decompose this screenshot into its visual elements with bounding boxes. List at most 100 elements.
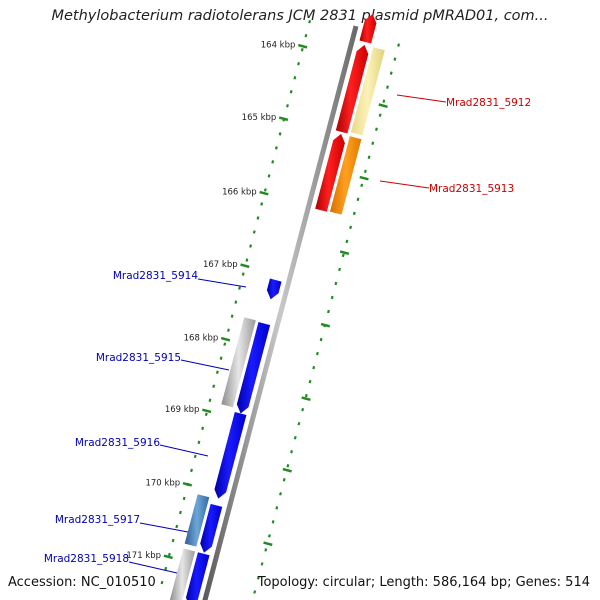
gene-arrow-mrad2831-5916[interactable] — [214, 411, 247, 499]
guide-dot-left — [179, 510, 182, 515]
guide-dot-left — [241, 272, 245, 276]
guide-dot-left — [286, 104, 289, 108]
tick-label: 171 kbp — [126, 551, 161, 561]
minor-tick-mark — [339, 250, 350, 256]
gene-arrow-mrad2831-5917[interactable] — [200, 503, 223, 553]
guide-dot-left — [249, 244, 253, 248]
tick-label: 168 kbp — [184, 333, 219, 343]
tick-mark — [278, 116, 289, 122]
map-title: Methylobacterium radiotolerans JCM 2831 … — [51, 8, 549, 24]
accession-number: NC_010510 — [80, 575, 156, 590]
guide-dot-right — [304, 393, 308, 398]
guide-dot-right — [386, 85, 389, 89]
guide-dot-left — [256, 216, 260, 220]
minor-tick-mark — [301, 396, 311, 402]
guide-dot-left — [175, 524, 179, 529]
guide-dot-right — [282, 478, 286, 482]
guide-dot-right — [264, 548, 268, 552]
guide-dot-left — [171, 538, 175, 543]
gene-label-mrad2831-5917[interactable]: Mrad2831_5917 — [55, 514, 140, 526]
gene-arrow-mrad2831-5912[interactable] — [335, 44, 369, 134]
cog-box-mrad2831-5912[interactable] — [350, 47, 385, 136]
gene-label-mrad2831-5915[interactable]: Mrad2831_5915 — [96, 352, 181, 364]
tick-mark — [240, 263, 250, 269]
cog-box-mrad2831-5913[interactable] — [329, 136, 362, 215]
guide-dot-right — [345, 239, 349, 244]
guide-dot-left — [204, 412, 208, 417]
gene-leader-line — [180, 359, 230, 371]
guide-dot-left — [252, 230, 256, 234]
guide-dot-right — [260, 562, 264, 566]
tick-label: 164 kbp — [261, 40, 296, 50]
guide-dot-right — [267, 534, 271, 538]
tick-label: 166 kbp — [222, 187, 257, 197]
minor-tick-mark — [378, 103, 388, 109]
gene-label-mrad2831-5918[interactable]: Mrad2831_5918 — [44, 553, 129, 565]
guide-dot-right — [256, 576, 260, 580]
guide-dot-right — [334, 281, 338, 286]
guide-dot-left — [304, 33, 308, 38]
gene-arrow-mrad2831-5915[interactable] — [236, 322, 271, 414]
tick-mark — [259, 190, 269, 196]
gene-arrow-mrad2831-5914[interactable] — [266, 278, 282, 300]
guide-dot-left — [267, 174, 271, 178]
tick-label: 165 kbp — [242, 113, 277, 123]
tick-mark — [220, 336, 231, 342]
guide-dot-right — [312, 365, 316, 370]
guide-dot-right — [397, 43, 401, 47]
gene-leader-line — [379, 180, 430, 189]
guide-dot-right — [360, 183, 364, 188]
guide-dot-right — [349, 225, 353, 230]
tick-label: 170 kbp — [145, 478, 180, 488]
accession-label: Accession: — [8, 575, 77, 590]
minor-tick-mark — [320, 322, 331, 328]
tick-mark — [202, 408, 212, 414]
guide-dot-right — [356, 197, 360, 202]
cog-box-mrad2831-5915[interactable] — [221, 317, 256, 408]
guide-dot-right — [371, 141, 375, 145]
guide-dot-right — [253, 590, 257, 594]
gene-label-mrad2831-5913[interactable]: Mrad2831_5913 — [429, 183, 514, 195]
guide-dot-right — [382, 99, 386, 103]
guide-dot-left — [223, 342, 227, 346]
tick-label: 167 kbp — [203, 260, 238, 270]
guide-dot-left — [201, 426, 205, 431]
minor-tick-mark — [263, 541, 273, 547]
guide-dot-right — [275, 506, 279, 510]
guide-dot-right — [341, 253, 345, 258]
cog-box-mrad2831-5918[interactable] — [169, 548, 196, 600]
minor-tick-mark — [282, 467, 292, 473]
guide-dot-right — [308, 379, 312, 384]
guide-dot-right — [327, 309, 330, 314]
gene-arrow-upstream[interactable] — [359, 13, 377, 44]
gene-label-mrad2831-5916[interactable]: Mrad2831_5916 — [75, 437, 160, 449]
gene-label-mrad2831-5912[interactable]: Mrad2831_5912 — [446, 97, 531, 109]
guide-dot-right — [363, 169, 367, 174]
guide-dot-left — [260, 202, 264, 206]
guide-dot-left — [160, 580, 164, 585]
guide-dot-left — [215, 370, 219, 374]
guide-dot-right — [367, 155, 371, 160]
gene-arrow-mrad2831-5918[interactable] — [185, 552, 210, 600]
gene-label-mrad2831-5914[interactable]: Mrad2831_5914 — [113, 270, 198, 282]
guide-dot-right — [375, 127, 378, 131]
tick-label: 169 kbp — [165, 405, 200, 415]
gene-leader-line — [159, 444, 209, 457]
guide-dot-left — [293, 76, 297, 80]
guide-dot-left — [230, 314, 234, 318]
minor-tick-mark — [359, 175, 369, 181]
gene-arrow-mrad2831-5913[interactable] — [315, 133, 345, 212]
gene-leader-line — [396, 94, 447, 103]
cog-box-mrad2831-5917[interactable] — [184, 494, 210, 547]
guide-dot-left — [245, 258, 249, 262]
gene-leader-line — [128, 561, 178, 574]
guide-dot-right — [352, 211, 356, 216]
guide-dot-right — [301, 407, 305, 412]
guide-dot-right — [338, 267, 341, 272]
guide-dot-left — [234, 300, 238, 304]
guide-dot-left — [212, 384, 216, 388]
genome-backbone — [202, 25, 359, 600]
gene-leader-line — [139, 522, 189, 533]
topology-info: Topology: circular; Length: 586,164 bp; … — [257, 575, 590, 590]
